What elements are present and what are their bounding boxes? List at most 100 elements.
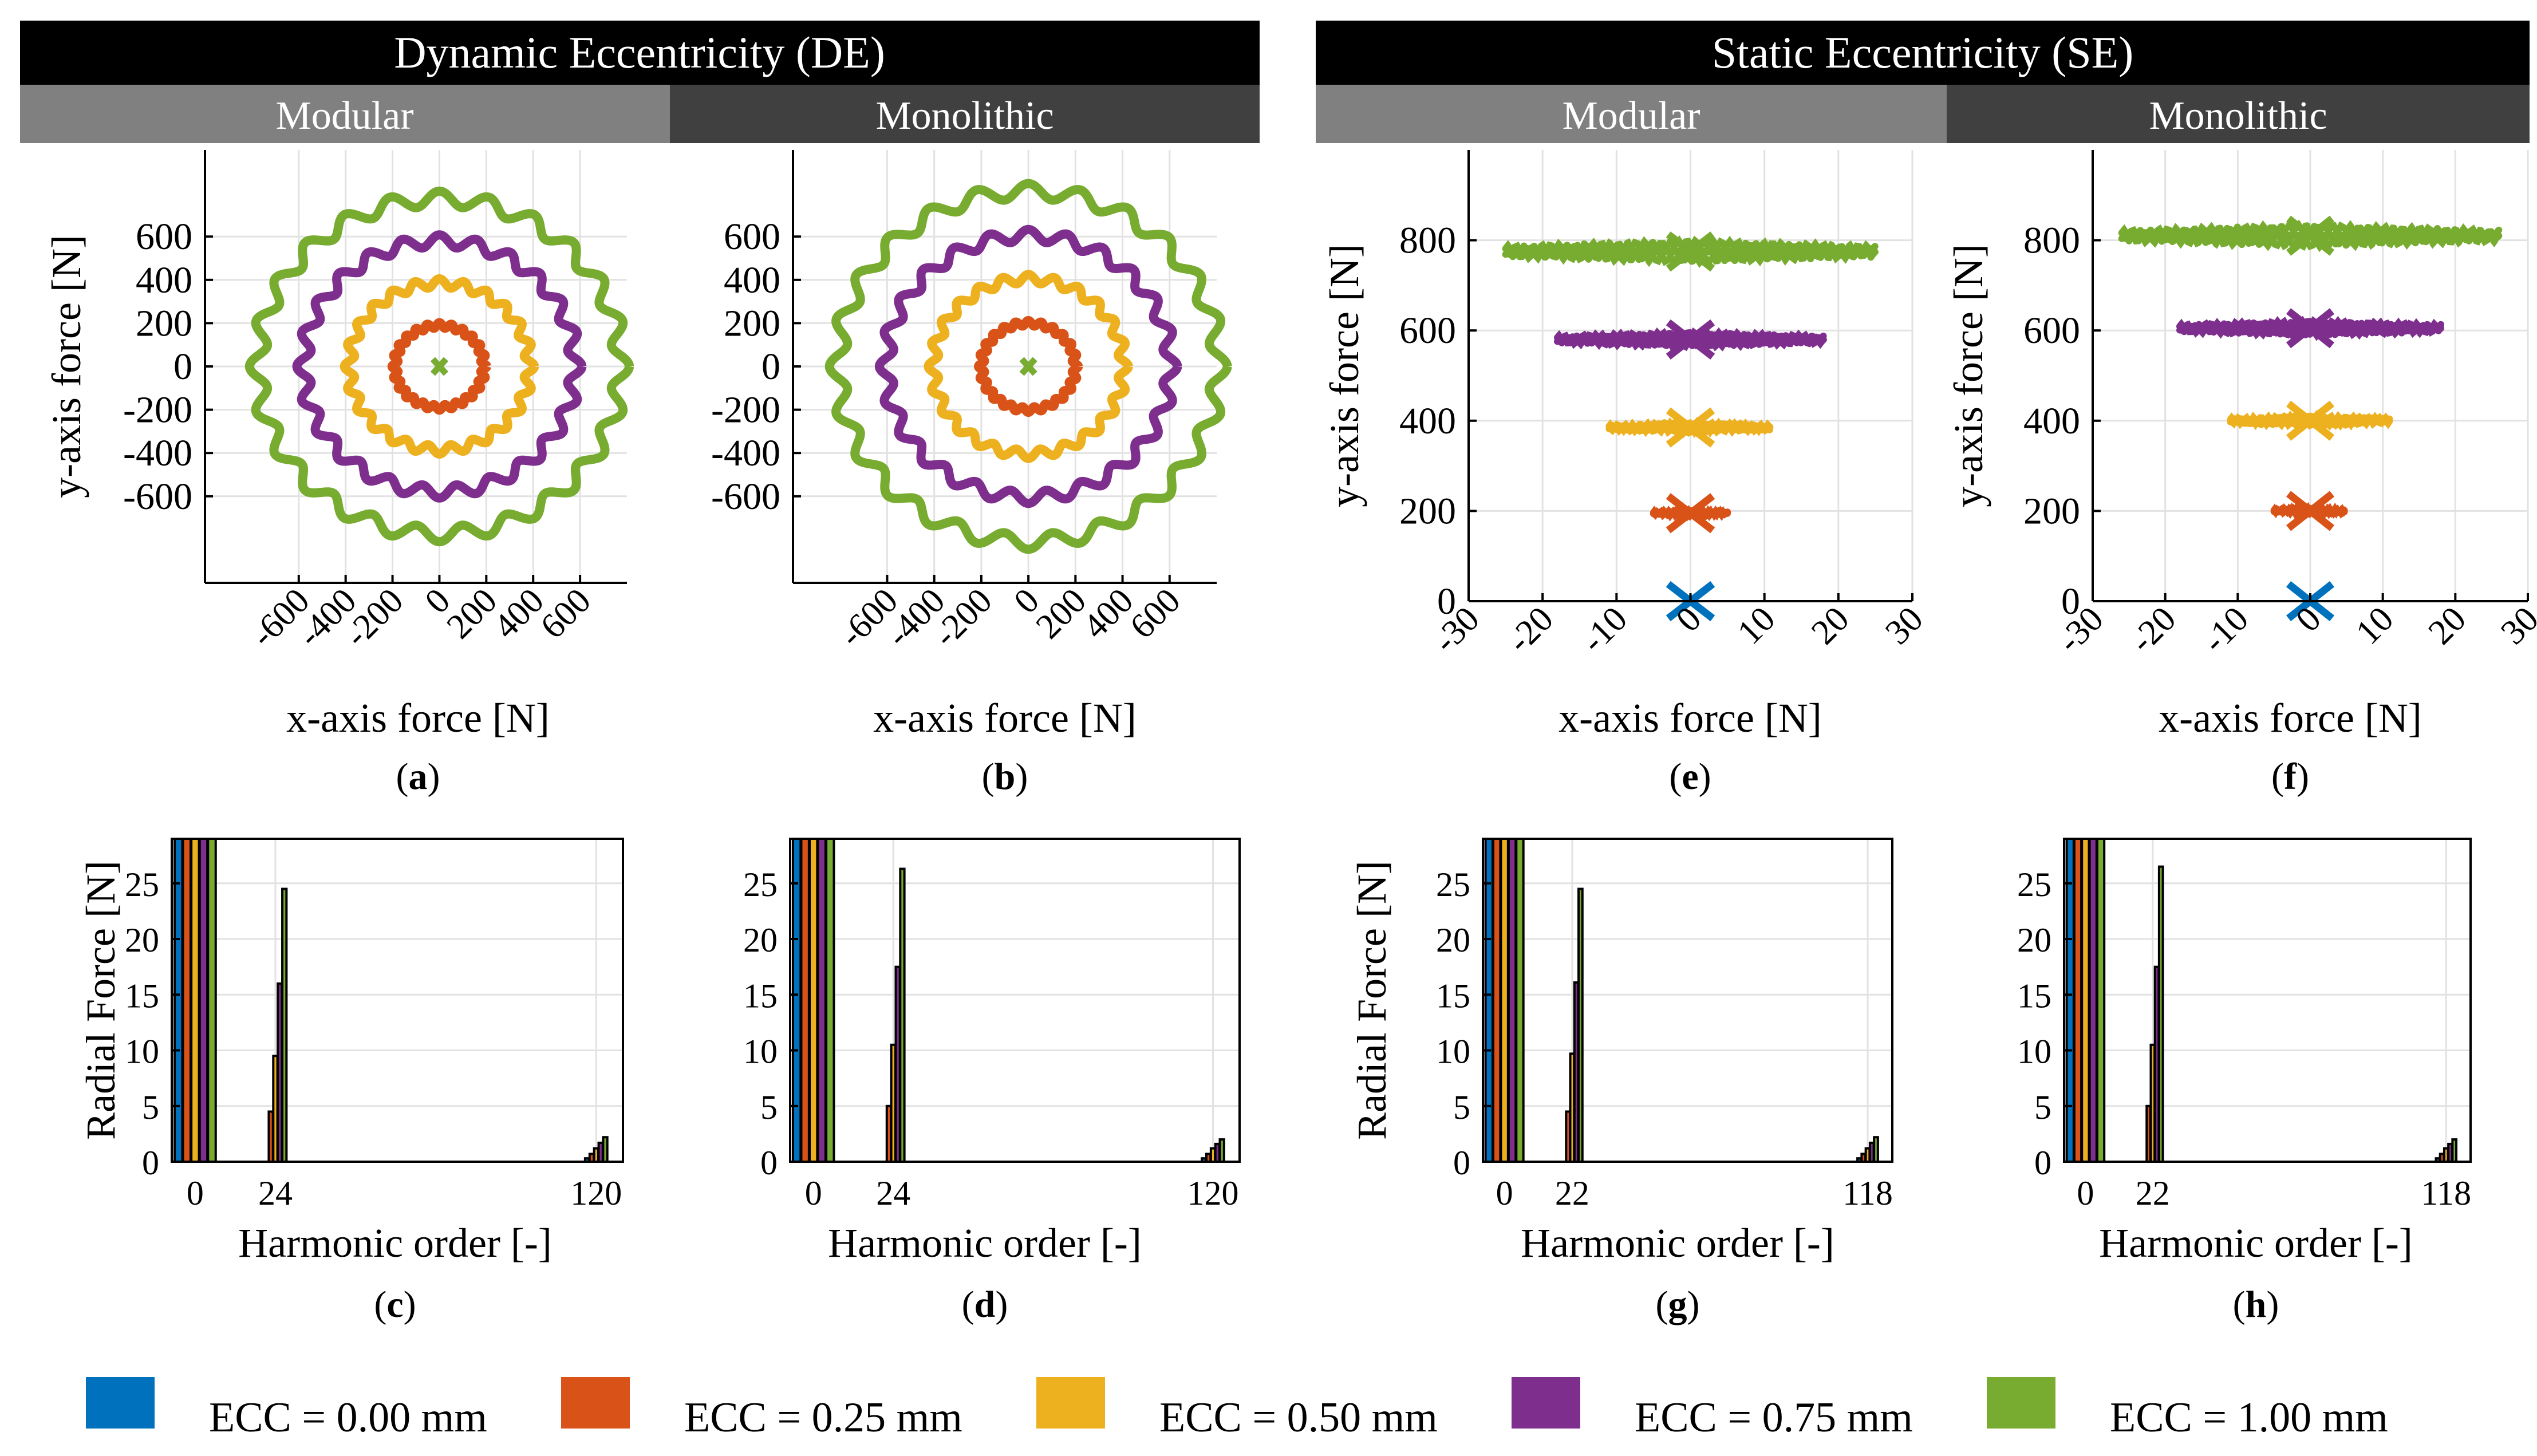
- x-tick-label: 120: [570, 1174, 622, 1212]
- panel-label-letter: e: [1682, 756, 1698, 798]
- plot-area: [172, 839, 623, 1162]
- y-tick-label: -600: [711, 476, 780, 518]
- panel-label-close: ): [995, 1284, 1008, 1325]
- x-tick-label: 118: [1842, 1174, 1893, 1212]
- bar-h0-series-3: [198, 838, 209, 1163]
- legend: ECC = 0.00 mm ECC = 0.25 mm ECC = 0.50 mm E…: [86, 1377, 2388, 1441]
- header-se-bar: [1316, 21, 2530, 85]
- band-marker: [2286, 491, 2335, 531]
- panel-label: (c): [374, 1284, 416, 1325]
- x-axis-label: x-axis force [N]: [873, 695, 1137, 741]
- x-axis-label: x-axis force [N]: [1559, 695, 1822, 741]
- y-tick-label: 20: [2017, 921, 2051, 959]
- bar-h24-series-4: [899, 867, 906, 1163]
- y-tick-label: 15: [2017, 977, 2051, 1015]
- y-tick-label: 0: [173, 346, 192, 388]
- panel-label-open: (: [2233, 1284, 2246, 1325]
- y-tick-label: 15: [1436, 977, 1470, 1015]
- band-marker: [1666, 319, 1715, 360]
- orbit-series-100: [244, 186, 634, 547]
- x-tick-label: 10: [2349, 599, 2401, 652]
- orbit-series-050: [340, 274, 539, 459]
- x-tick-label: 600: [1123, 581, 1188, 646]
- panel-label-close: ): [404, 1284, 416, 1325]
- panel-label-letter: a: [409, 756, 428, 798]
- header-se-title: Static Eccentricity (SE): [1712, 27, 2133, 77]
- y-tick-label: 200: [724, 302, 780, 344]
- orbit-series-075: [874, 224, 1182, 508]
- legend-label-0: ECC = 0.00 mm: [209, 1394, 487, 1441]
- y-tick-label: 15: [743, 977, 778, 1015]
- plot-border: [171, 838, 624, 1163]
- panel-label-open: (: [2271, 756, 2284, 798]
- panel-label-close: ): [2266, 1284, 2279, 1325]
- y-tick-label: 5: [1453, 1088, 1470, 1126]
- y-tick-label: 15: [125, 977, 159, 1015]
- y-tick-label: 25: [743, 866, 778, 903]
- header-de-title: Dynamic Eccentricity (DE): [394, 27, 885, 77]
- panel-label-open: (: [982, 756, 995, 798]
- orbit-center-marker: [430, 357, 448, 376]
- bar-h0-series-0: [2065, 838, 2075, 1163]
- panel-label-letter: h: [2246, 1284, 2267, 1325]
- x-tick-label: -20: [1500, 599, 1561, 661]
- x-axis-label: Harmonic order [-]: [2099, 1220, 2413, 1266]
- panel-label-open: (: [962, 1284, 974, 1325]
- y-tick-label: 200: [1399, 490, 1456, 532]
- y-tick-label: 400: [2023, 400, 2080, 442]
- bar-h0-series-3: [1507, 838, 1517, 1163]
- x-tick-label: 24: [258, 1174, 293, 1212]
- plot-area: [1483, 839, 1892, 1162]
- x-tick-label: 30: [1878, 599, 1931, 652]
- legend-label-1: ECC = 0.25 mm: [684, 1394, 962, 1441]
- band-marker: [1666, 231, 1715, 272]
- panel-label: (f): [2271, 756, 2309, 798]
- y-tick-label: 600: [2023, 310, 2080, 352]
- band-series-100: [2118, 219, 2503, 242]
- y-tick-label: -400: [123, 432, 192, 474]
- y-axis-label: y-axis force [N]: [1321, 244, 1367, 507]
- x-tick-label: -10: [1574, 599, 1635, 661]
- x-tick-label: 0: [187, 1174, 204, 1212]
- header-se-modular: Modular: [1562, 94, 1700, 138]
- y-axis-label: Radial Force [N]: [1349, 861, 1395, 1140]
- header-se: Static Eccentricity (SE) Modular Monolit…: [1316, 21, 2530, 143]
- bar-h0-series-0: [173, 838, 184, 1163]
- orbit-series-075: [292, 230, 587, 503]
- x-axis-label: Harmonic order [-]: [238, 1220, 552, 1266]
- orbit-center-marker: [1019, 357, 1037, 376]
- panel-label-letter: c: [386, 1284, 403, 1325]
- panel-label-letter: d: [974, 1284, 996, 1325]
- panel-label-close: ): [1687, 1284, 1700, 1325]
- legend-label-3: ECC = 0.75 mm: [1635, 1394, 1913, 1441]
- y-tick-label: 600: [724, 216, 780, 258]
- y-tick-label: 0: [2034, 1144, 2051, 1182]
- y-tick-label: 10: [2017, 1033, 2051, 1071]
- bar-h0-series-3: [816, 838, 827, 1163]
- panel-label-open: (: [1669, 756, 1682, 798]
- y-tick-label: 10: [125, 1033, 159, 1071]
- band-marker: [2286, 215, 2335, 256]
- x-axis-label: x-axis force [N]: [2159, 695, 2422, 741]
- panel-label: (b): [982, 756, 1028, 798]
- x-tick-label: 10: [1730, 599, 1783, 652]
- bar-h0-series-1: [2073, 838, 2083, 1163]
- header-de-modular-bar: [20, 85, 670, 143]
- y-tick-label: 25: [2017, 866, 2051, 903]
- bar-h118-series-4: [1873, 1136, 1879, 1163]
- bar-h22-series-4: [1577, 887, 1584, 1163]
- bar-h0-series-2: [2081, 838, 2090, 1163]
- y-tick-label: 400: [724, 259, 780, 301]
- legend-swatch-4: [1987, 1377, 2055, 1429]
- bar-h0-series-4: [2096, 838, 2106, 1163]
- x-tick-label: -30: [2050, 599, 2111, 661]
- legend-swatch-3: [1512, 1377, 1580, 1429]
- header-de-monolithic: Monolithic: [875, 94, 1054, 138]
- y-tick-label: 5: [760, 1088, 778, 1126]
- bar-h0-series-3: [2088, 838, 2098, 1163]
